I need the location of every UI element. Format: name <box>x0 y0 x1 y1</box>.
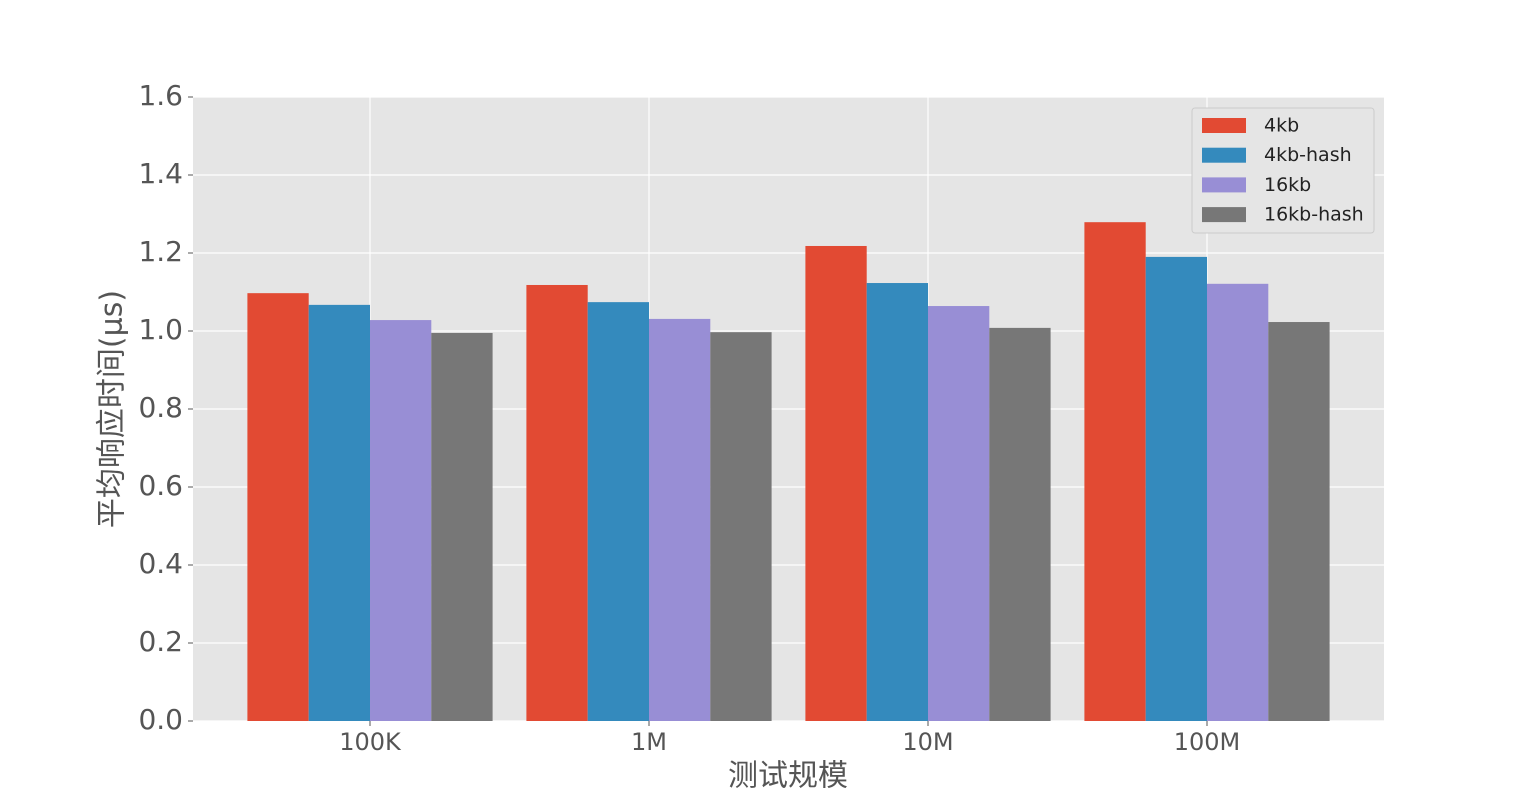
legend-box <box>1191 107 1375 234</box>
bar <box>1268 322 1330 721</box>
y-tick-label: 0.8 <box>138 391 183 424</box>
legend-label: 16kb <box>1264 174 1311 196</box>
y-tick-label: 0.6 <box>138 469 183 502</box>
y-tick-label: 0.4 <box>138 547 183 580</box>
x-tick-label: 100K <box>339 728 402 756</box>
y-tick-label: 0.2 <box>138 625 183 658</box>
x-tick-label: 100M <box>1174 728 1241 756</box>
legend-label: 4kb <box>1264 115 1299 137</box>
bar <box>805 245 867 722</box>
x-tick-label: 1M <box>631 728 667 756</box>
bar <box>431 332 493 721</box>
bar <box>1145 256 1207 721</box>
legend-label: 4kb-hash <box>1264 144 1352 166</box>
bar <box>989 327 1051 721</box>
bar <box>928 306 990 721</box>
bar <box>710 332 772 721</box>
y-tick-label: 1.6 <box>138 79 183 112</box>
legend-label: 16kb-hash <box>1264 204 1364 226</box>
y-tick-label: 1.0 <box>138 313 183 346</box>
y-axis-label: 平均响应时间(μs) <box>95 290 130 528</box>
y-tick-label: 1.2 <box>138 235 183 268</box>
bar <box>1207 283 1269 721</box>
y-tick-label: 0.0 <box>138 703 183 736</box>
bar <box>1084 222 1146 721</box>
bar <box>526 284 588 721</box>
x-axis-label: 测试规模 <box>728 759 848 794</box>
x-tick-label: 10M <box>902 728 953 756</box>
legend-swatch <box>1202 177 1246 193</box>
bar <box>247 293 309 721</box>
legend-swatch <box>1202 207 1246 223</box>
bar <box>370 320 432 721</box>
bar <box>649 318 711 721</box>
bar <box>866 283 928 721</box>
y-tick-label: 1.4 <box>138 157 183 190</box>
bar <box>587 302 649 721</box>
legend-swatch <box>1202 118 1246 133</box>
legend-swatch <box>1202 147 1246 163</box>
bar <box>308 304 370 721</box>
